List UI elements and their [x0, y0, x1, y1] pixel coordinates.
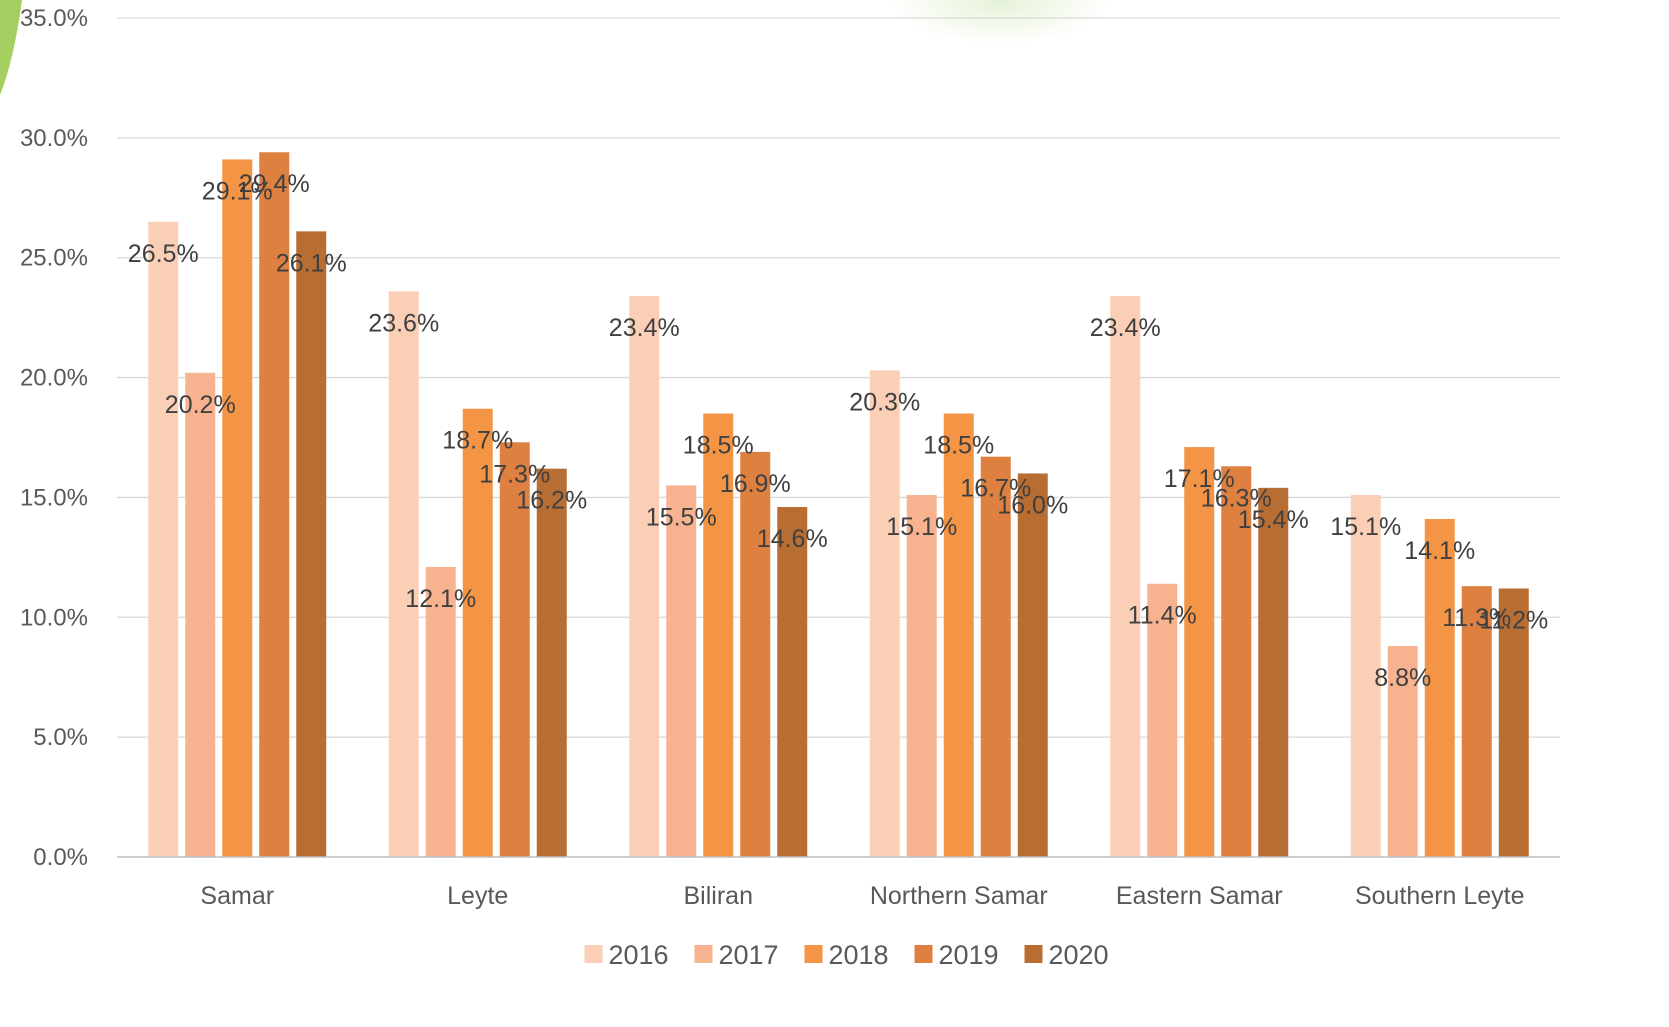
legend-swatch-2018 — [804, 945, 823, 963]
data-label: 8.8% — [1374, 664, 1431, 692]
bar-2017-southern-leyte — [1387, 646, 1418, 857]
bar-2016-southern-leyte — [1350, 495, 1381, 857]
data-label: 23.6% — [368, 309, 439, 337]
bar-2019-leyte — [499, 442, 530, 857]
bar-2018-biliran — [703, 413, 734, 857]
data-label: 15.1% — [1330, 513, 1401, 541]
legend-swatch-2016 — [584, 945, 603, 963]
data-label: 11.3% — [1442, 604, 1511, 632]
bar-2017-biliran — [666, 485, 697, 857]
bar-2020-eastern-samar — [1258, 487, 1289, 857]
legend-label-2018: 2018 — [829, 940, 889, 970]
data-label: 12.1% — [405, 585, 476, 613]
data-label: 15.1% — [886, 513, 957, 541]
bar-2017-samar — [185, 372, 216, 857]
gridlines — [117, 17, 1560, 738]
category-label: Southern Leyte — [1355, 882, 1525, 910]
legend-swatch-2020 — [1024, 945, 1043, 963]
bar-2016-biliran — [629, 296, 660, 857]
bar-2017-northern-samar — [906, 495, 937, 857]
data-label: 11.4% — [1128, 602, 1197, 630]
data-label: 26.1% — [276, 249, 347, 277]
legend-label-2017: 2017 — [719, 940, 779, 970]
bar-2020-southern-leyte — [1498, 588, 1529, 857]
bar-2016-northern-samar — [869, 370, 900, 857]
bar-2019-samar — [259, 152, 290, 858]
data-label: 17.3% — [479, 460, 550, 488]
legend: 2016 2017 2018 2019 2020 — [584, 940, 1109, 970]
legend-swatch-2017 — [694, 945, 713, 963]
bar-2019-biliran — [740, 451, 771, 857]
y-tick-label: 0.0% — [33, 844, 88, 871]
data-label: 16.7% — [960, 475, 1031, 503]
category-label: Samar — [200, 882, 274, 910]
bar-2018-northern-samar — [943, 413, 974, 857]
legend-label-2019: 2019 — [939, 940, 999, 970]
legend-label-2020: 2020 — [1049, 940, 1109, 970]
data-label: 15.4% — [1238, 506, 1309, 534]
data-label: 16.9% — [720, 470, 791, 498]
data-label: 20.2% — [165, 391, 236, 419]
category-label: Biliran — [684, 882, 753, 910]
data-label: 23.4% — [609, 314, 680, 342]
data-label: 29.1% — [202, 177, 273, 205]
bar-2016-samar — [148, 221, 179, 857]
data-label: 16.3% — [1201, 484, 1272, 512]
bar-2020-leyte — [536, 468, 567, 857]
data-label: 14.1% — [1404, 537, 1475, 565]
data-labels: 26.5% 20.2% 29.1%29.4% 26.1% 23.6% 12.1% 18.7%… — [128, 170, 1548, 692]
y-tick-label: 5.0% — [33, 724, 88, 751]
data-label: 15.5% — [646, 503, 717, 531]
legend-swatch-2019 — [914, 945, 933, 963]
y-axis: 0.0% 5.0% 10.0% 15.0% 20.0% 25.0% 30.0% 35.0% — [20, 5, 88, 871]
bar-2019-eastern-samar — [1221, 466, 1252, 857]
data-label: 14.6% — [757, 525, 828, 553]
bar-2018-eastern-samar — [1184, 447, 1215, 857]
bars — [148, 152, 1529, 858]
data-label: 26.5% — [128, 240, 199, 268]
y-tick-label: 35.0% — [20, 5, 88, 32]
data-label: 20.3% — [849, 388, 920, 416]
category-label: Northern Samar — [870, 882, 1048, 910]
data-label: 16.2% — [516, 487, 587, 515]
bar-2019-northern-samar — [980, 456, 1011, 857]
data-label: 11.2% — [1479, 607, 1548, 635]
data-label: 18.5% — [683, 432, 754, 460]
category-label: Leyte — [447, 882, 508, 910]
data-label: 23.4% — [1090, 314, 1161, 342]
y-tick-label: 20.0% — [20, 365, 88, 392]
bar-2016-eastern-samar — [1110, 296, 1141, 857]
legend-label-2016: 2016 — [609, 940, 669, 970]
bar-2020-biliran — [777, 507, 808, 857]
x-axis: Samar Leyte Biliran Northern Samar Eastern S… — [117, 856, 1560, 910]
bar-2020-northern-samar — [1017, 473, 1048, 857]
bar-2018-leyte — [462, 408, 493, 857]
y-tick-label: 15.0% — [20, 484, 88, 511]
y-tick-label: 30.0% — [20, 125, 88, 152]
bar-2017-eastern-samar — [1147, 583, 1178, 857]
category-label: Eastern Samar — [1116, 882, 1283, 910]
data-label: 29.4% — [239, 170, 310, 198]
bar-2016-leyte — [388, 291, 419, 857]
data-label: 17.1% — [1164, 465, 1235, 493]
data-label: 18.7% — [442, 427, 513, 455]
y-tick-label: 25.0% — [20, 245, 88, 272]
bar-2018-southern-leyte — [1424, 519, 1455, 857]
data-label: 16.0% — [997, 491, 1068, 519]
y-tick-label: 10.0% — [20, 604, 88, 631]
bar-2019-southern-leyte — [1461, 586, 1492, 857]
bar-2018-samar — [222, 159, 253, 858]
bar-2017-leyte — [425, 566, 456, 857]
bar-2020-samar — [296, 231, 327, 858]
data-label: 18.5% — [923, 432, 994, 460]
